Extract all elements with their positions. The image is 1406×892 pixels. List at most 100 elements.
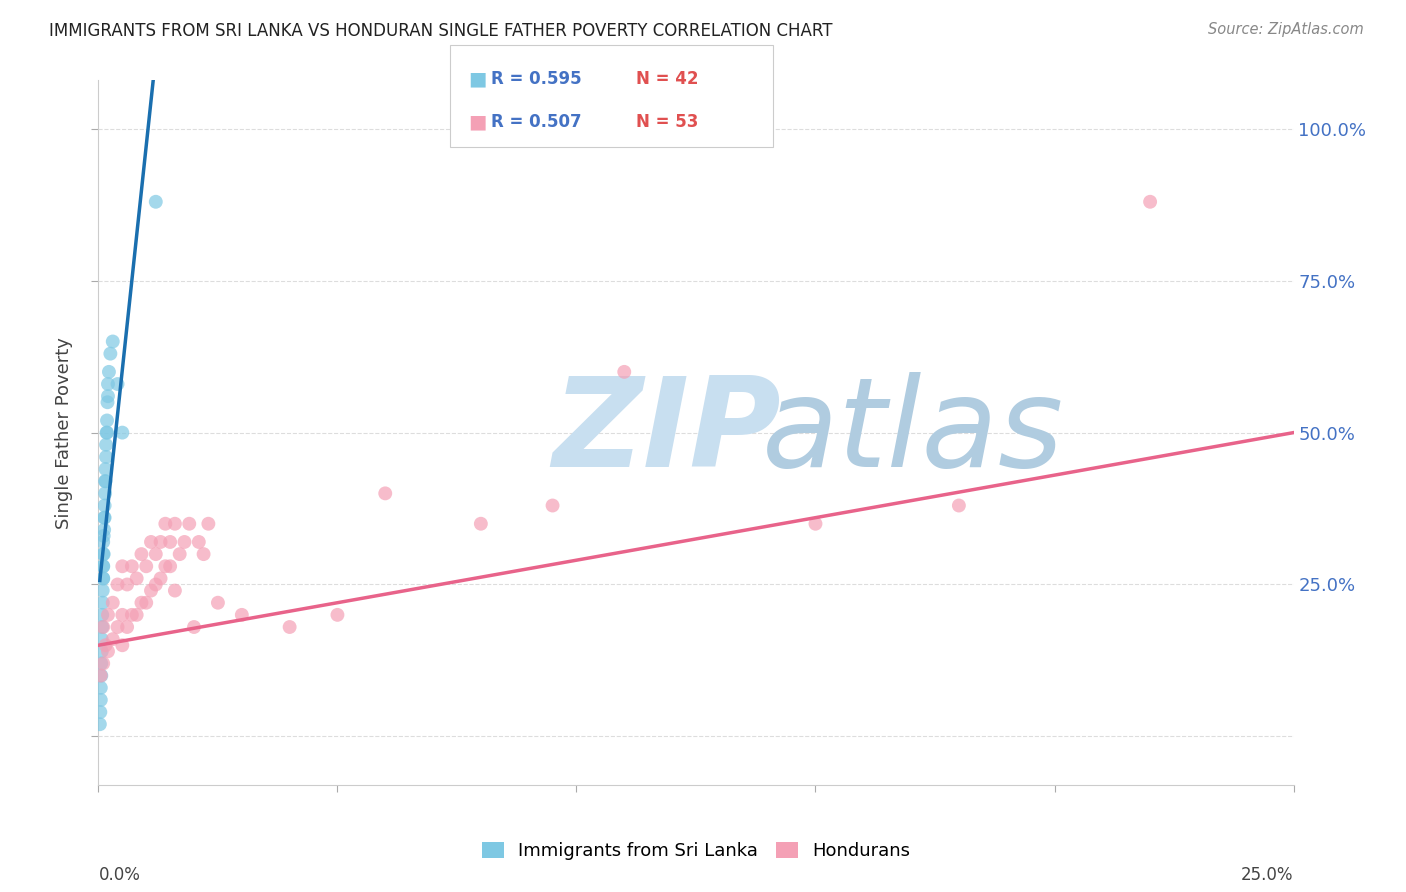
Point bbox=[125, 571, 148, 585]
Point bbox=[94, 450, 117, 464]
Point bbox=[179, 516, 201, 531]
Text: 25.0%: 25.0% bbox=[1241, 866, 1294, 884]
Point bbox=[94, 638, 117, 652]
Point bbox=[163, 516, 186, 531]
Point bbox=[169, 547, 191, 561]
Point bbox=[107, 577, 129, 591]
Text: N = 42: N = 42 bbox=[636, 70, 697, 88]
Point bbox=[111, 607, 134, 622]
Point bbox=[101, 596, 124, 610]
Point bbox=[135, 559, 157, 574]
Point bbox=[374, 486, 396, 500]
Point bbox=[91, 620, 114, 634]
Point bbox=[97, 365, 120, 379]
Text: 0.0%: 0.0% bbox=[98, 866, 141, 884]
Point bbox=[326, 607, 349, 622]
Point bbox=[159, 559, 181, 574]
Point bbox=[97, 389, 120, 403]
Point bbox=[89, 705, 111, 719]
Point bbox=[197, 516, 219, 531]
Point bbox=[91, 559, 114, 574]
Point bbox=[97, 377, 120, 392]
Point bbox=[97, 644, 120, 658]
Point bbox=[94, 462, 117, 476]
Point bbox=[163, 583, 186, 598]
Point bbox=[115, 620, 138, 634]
Point bbox=[121, 607, 143, 622]
Point bbox=[91, 657, 114, 671]
Point bbox=[111, 425, 134, 440]
Point bbox=[107, 377, 129, 392]
Point bbox=[193, 547, 215, 561]
Point bbox=[107, 620, 129, 634]
Text: ZIP: ZIP bbox=[553, 372, 782, 493]
Point bbox=[93, 547, 115, 561]
Point bbox=[91, 559, 114, 574]
Point bbox=[111, 559, 134, 574]
Point bbox=[93, 510, 115, 524]
Legend: Immigrants from Sri Lanka, Hondurans: Immigrants from Sri Lanka, Hondurans bbox=[475, 835, 917, 868]
Point bbox=[121, 559, 143, 574]
Point bbox=[91, 571, 114, 585]
Point bbox=[94, 474, 117, 488]
Point bbox=[98, 346, 122, 360]
Point bbox=[145, 547, 167, 561]
Point bbox=[149, 571, 172, 585]
Point bbox=[101, 632, 124, 647]
Point bbox=[90, 668, 112, 682]
Point bbox=[94, 486, 117, 500]
Point bbox=[96, 395, 118, 409]
Point bbox=[93, 510, 115, 524]
Point bbox=[159, 535, 181, 549]
Point bbox=[91, 596, 114, 610]
Point bbox=[125, 607, 148, 622]
Point bbox=[145, 194, 167, 209]
Point bbox=[804, 516, 827, 531]
Point bbox=[1139, 194, 1161, 209]
Point bbox=[111, 638, 134, 652]
Point bbox=[470, 516, 492, 531]
Point bbox=[131, 547, 153, 561]
Point bbox=[90, 693, 112, 707]
Point bbox=[91, 607, 114, 622]
Point bbox=[231, 607, 253, 622]
Point bbox=[96, 413, 118, 427]
Point bbox=[173, 535, 195, 549]
Y-axis label: Single Father Poverty: Single Father Poverty bbox=[55, 336, 73, 529]
Text: IMMIGRANTS FROM SRI LANKA VS HONDURAN SINGLE FATHER POVERTY CORRELATION CHART: IMMIGRANTS FROM SRI LANKA VS HONDURAN SI… bbox=[49, 22, 832, 40]
Point bbox=[96, 425, 118, 440]
Text: R = 0.595: R = 0.595 bbox=[491, 70, 599, 88]
Point bbox=[90, 681, 112, 695]
Point bbox=[90, 644, 112, 658]
Point bbox=[91, 571, 114, 585]
Point bbox=[155, 516, 177, 531]
Point bbox=[613, 365, 636, 379]
Point bbox=[149, 535, 172, 549]
Point bbox=[948, 499, 970, 513]
Text: N = 53: N = 53 bbox=[636, 113, 697, 131]
Point bbox=[91, 583, 114, 598]
Point bbox=[94, 438, 117, 452]
Point bbox=[115, 577, 138, 591]
Point bbox=[90, 668, 112, 682]
Point bbox=[91, 547, 114, 561]
Point bbox=[187, 535, 209, 549]
Point bbox=[97, 607, 120, 622]
Point bbox=[145, 577, 167, 591]
Point bbox=[101, 334, 124, 349]
Point bbox=[94, 474, 117, 488]
Text: atlas: atlas bbox=[762, 372, 1064, 493]
Point bbox=[278, 620, 301, 634]
Text: ■: ■ bbox=[468, 112, 486, 132]
Point bbox=[91, 620, 114, 634]
Point bbox=[139, 535, 162, 549]
Point bbox=[93, 523, 115, 537]
Point bbox=[96, 425, 118, 440]
Point bbox=[135, 596, 157, 610]
Point bbox=[90, 657, 112, 671]
Point bbox=[155, 559, 177, 574]
Point bbox=[131, 596, 153, 610]
Point bbox=[91, 535, 114, 549]
Point bbox=[207, 596, 229, 610]
Point bbox=[139, 583, 162, 598]
